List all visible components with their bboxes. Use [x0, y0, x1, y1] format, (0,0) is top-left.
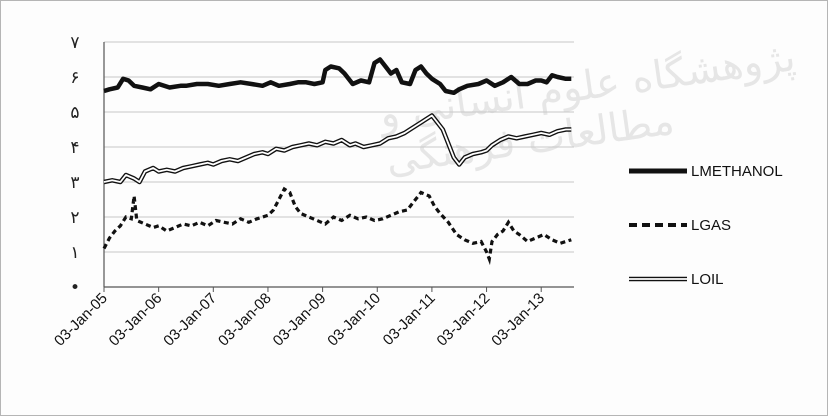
x-tick-label: 03-Jan-05 — [51, 290, 111, 350]
double-line-inner — [103, 114, 572, 183]
series-line-lgas — [102, 186, 572, 266]
y-tick-label: ۲ — [70, 208, 79, 228]
x-tick-label: 03-Jan-09 — [270, 290, 330, 350]
x-tick-label: 03-Jan-06 — [106, 290, 166, 350]
y-tick-label: ۵ — [70, 103, 79, 123]
x-tick-label: 03-Jan-11 — [380, 290, 439, 349]
x-tick-label: 03-Jan-13 — [488, 290, 548, 350]
x-tick-label: 03-Jan-07 — [160, 290, 220, 350]
x-tick-label: 03-Jan-10 — [324, 290, 384, 350]
y-tick-label: ۳ — [70, 173, 79, 193]
legend-label: LMETHANOL — [691, 163, 783, 180]
series-line-loil — [103, 113, 572, 185]
y-tick-label: ۱ — [70, 243, 79, 263]
legend-label: LOIL — [691, 271, 724, 288]
series-lines — [102, 57, 572, 266]
gridlines — [104, 41, 574, 253]
y-tick-label: ۴ — [70, 138, 79, 158]
x-tick-label: 03-Jan-12 — [434, 290, 494, 350]
x-tick-label: 03-Jan-08 — [215, 290, 275, 350]
legend-label: LGAS — [691, 217, 731, 234]
legend: LMETHANOL LGAS LOIL — [629, 163, 783, 288]
y-tick-label: ۷ — [70, 33, 79, 53]
series-line-lmethanol — [103, 57, 572, 96]
y-tick-label: ۶ — [70, 68, 79, 88]
y-tick-label: • — [70, 278, 80, 298]
